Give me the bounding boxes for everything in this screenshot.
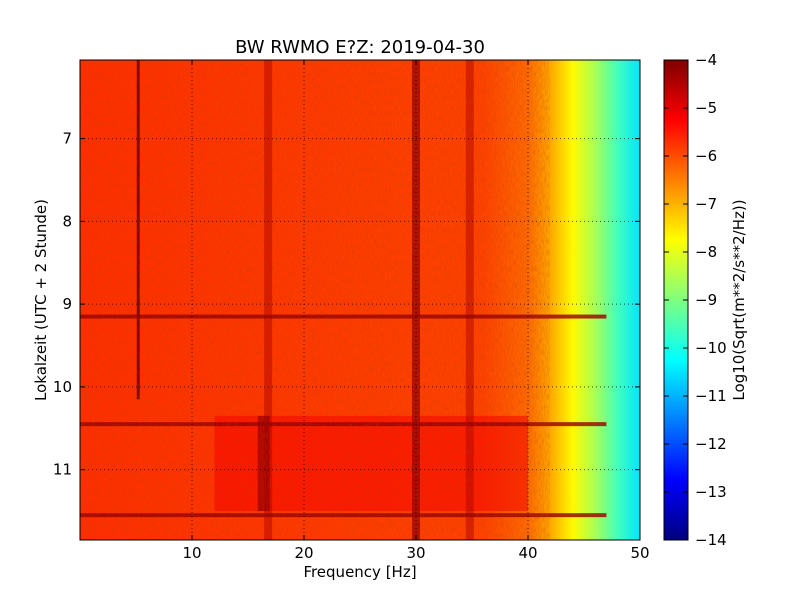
chart-title: BW RWMO E?Z: 2019-04-30 xyxy=(235,37,485,58)
y-axis: 7 8 9 10 11 xyxy=(53,130,640,479)
x-tick-label: 10 xyxy=(182,544,201,562)
y-axis-label: Lokalzeit (UTC + 2 Stunde) xyxy=(32,199,50,401)
colorbar-tick-label: −7 xyxy=(695,195,717,213)
y-tick-label: 8 xyxy=(62,212,72,230)
colorbar: −4 −5 −6 −7 −8 −9 −10 −11 −12 −13 −14 Log10(Sqrt(m… xyxy=(663,51,748,549)
colorbar-tick-label: −5 xyxy=(695,99,717,117)
colorbar-tick-label: −11 xyxy=(695,387,727,405)
colorbar-tick-label: −13 xyxy=(695,483,727,501)
y-tick-label: 11 xyxy=(53,461,72,479)
plot-area xyxy=(80,60,640,540)
y-tick-label: 7 xyxy=(62,130,72,148)
colorbar-label: Log10(Sqrt(m**2/s**2/Hz)) xyxy=(730,199,748,400)
x-tick-label: 40 xyxy=(518,544,537,562)
y-tick-label: 9 xyxy=(62,295,72,313)
colorbar-tick-label: −14 xyxy=(695,531,727,549)
colorbar-tick-label: −8 xyxy=(695,243,717,261)
colorbar-tick-label: −6 xyxy=(695,147,717,165)
colorbar-tick-label: −12 xyxy=(695,435,727,453)
colorbar-tick-label: −9 xyxy=(695,291,717,309)
colorbar-ticks: −4 −5 −6 −7 −8 −9 −10 −11 −12 −13 −14 xyxy=(664,51,727,549)
x-tick-label: 20 xyxy=(294,544,313,562)
x-tick-label: 30 xyxy=(406,544,425,562)
y-tick-label: 10 xyxy=(53,378,72,396)
x-axis: 10 20 30 40 50 xyxy=(182,60,650,562)
colorbar-tick-label: −10 xyxy=(695,339,727,357)
colorbar-tick-label: −4 xyxy=(695,51,717,69)
grid-lines xyxy=(80,60,640,540)
x-tick-label: 50 xyxy=(630,544,649,562)
x-axis-label: Frequency [Hz] xyxy=(303,563,416,581)
plot-frame xyxy=(79,59,641,541)
spectrogram-texture xyxy=(80,60,550,540)
